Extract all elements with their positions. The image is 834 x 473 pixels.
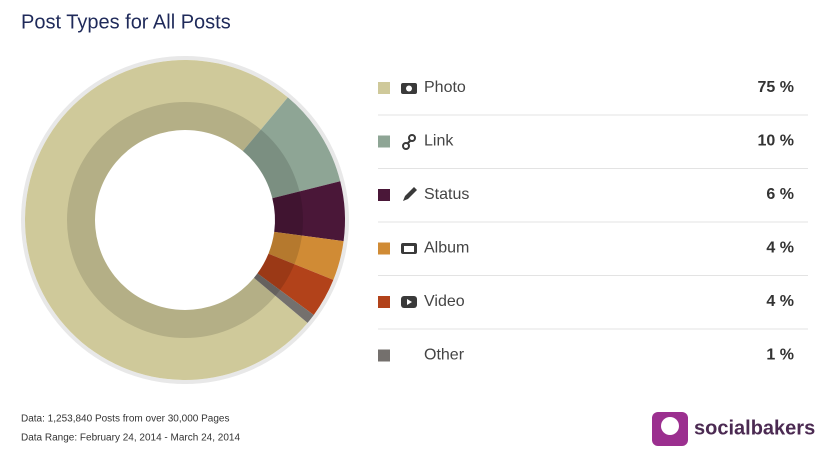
donut bbox=[25, 60, 345, 381]
slice bbox=[253, 273, 314, 323]
legend-label: Link bbox=[424, 133, 454, 150]
legend-swatch bbox=[378, 82, 390, 94]
value-label: 10 % bbox=[758, 133, 794, 150]
legend-swatch bbox=[378, 242, 390, 255]
slice bbox=[25, 60, 308, 381]
brand-name: socialbakers bbox=[694, 417, 815, 439]
legend-swatch bbox=[378, 135, 390, 148]
slice bbox=[268, 231, 344, 280]
status-icon bbox=[403, 187, 417, 201]
album-icon-inner bbox=[404, 246, 414, 252]
slice bbox=[242, 97, 341, 199]
slice bbox=[257, 253, 334, 315]
brand-logo-mark bbox=[661, 417, 679, 435]
legend-label: Other bbox=[424, 347, 465, 364]
legend-label: Photo bbox=[424, 79, 466, 96]
legend-label: Album bbox=[424, 240, 469, 257]
legend-swatch bbox=[378, 189, 390, 201]
value-label: 4 % bbox=[766, 293, 794, 310]
chart-title: Post Types for All Posts bbox=[21, 11, 231, 33]
note: Data: 1,253,840 Posts from over 30,000 P… bbox=[21, 414, 229, 425]
photo-icon-lens bbox=[406, 85, 412, 92]
legend-label: Video bbox=[424, 293, 465, 310]
note: Data Range: February 24, 2014 - March 24… bbox=[21, 433, 240, 444]
video-icon-play bbox=[407, 299, 412, 305]
legend-swatch bbox=[378, 296, 390, 308]
legend-swatch bbox=[378, 349, 390, 362]
value-label: 1 % bbox=[766, 347, 794, 364]
value-label: 4 % bbox=[766, 240, 794, 257]
link-icon bbox=[402, 134, 416, 150]
value-label: 6 % bbox=[766, 186, 794, 203]
slice bbox=[272, 181, 345, 242]
legend: Photo 75 % Link 10 % Status 6 % Album 4 % Video 4… bbox=[378, 79, 808, 364]
donut-border bbox=[21, 56, 349, 384]
legend-label: Status bbox=[424, 186, 469, 203]
value-label: 75 % bbox=[758, 79, 794, 96]
legend-icons bbox=[401, 83, 417, 308]
